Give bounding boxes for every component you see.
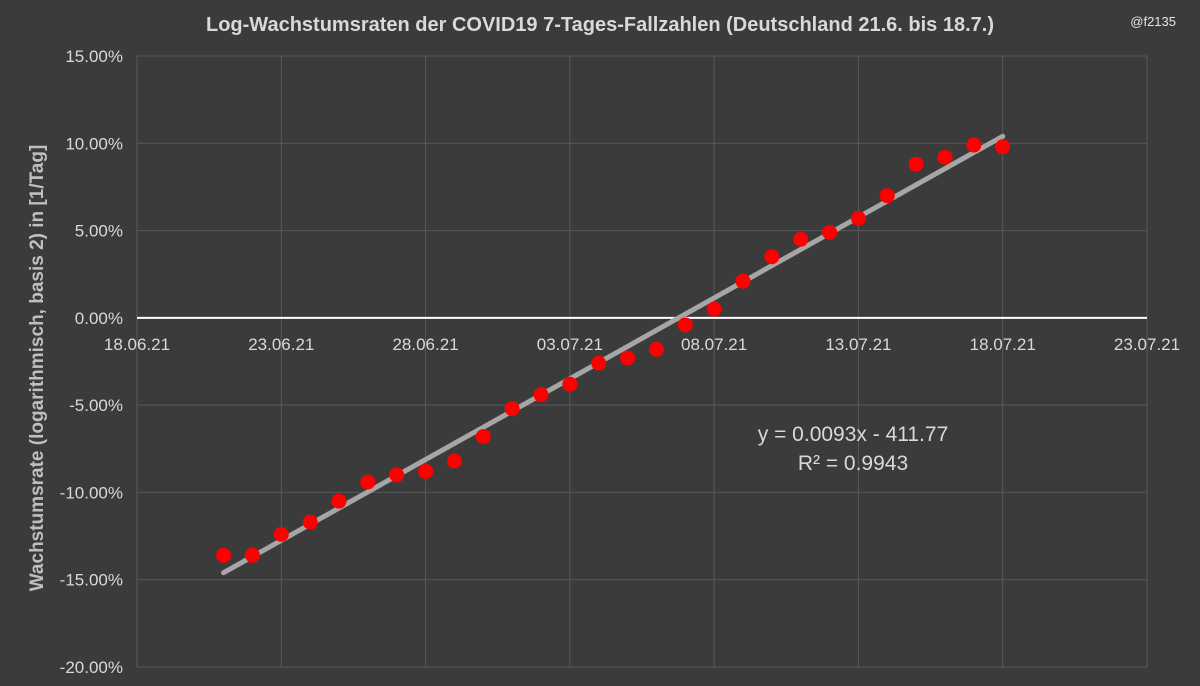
x-tick-label: 13.07.21 — [825, 335, 891, 354]
data-point — [446, 453, 462, 469]
x-tick-label: 28.06.21 — [392, 335, 458, 354]
data-point — [475, 429, 491, 445]
data-point — [562, 376, 578, 392]
x-tick-label: 18.06.21 — [104, 335, 170, 354]
y-tick-label: -20.00% — [60, 658, 123, 677]
trendline-r-squared: R² = 0.9943 — [798, 452, 908, 475]
data-point — [793, 231, 809, 247]
data-point — [908, 156, 924, 172]
y-tick-label: 0.00% — [75, 309, 123, 328]
data-point — [533, 387, 549, 403]
y-tick-label: 5.00% — [75, 222, 123, 241]
data-point — [620, 350, 636, 366]
data-point — [331, 493, 347, 509]
data-point — [389, 467, 405, 483]
data-point — [591, 355, 607, 371]
y-tick-label: -5.00% — [69, 396, 123, 415]
x-tick-label: 03.07.21 — [537, 335, 603, 354]
trendline — [221, 133, 1006, 576]
data-point — [735, 273, 751, 289]
x-tick-label: 23.06.21 — [248, 335, 314, 354]
trendline-layer — [221, 133, 1006, 576]
data-points — [216, 137, 1011, 563]
x-tick-label: 08.07.21 — [681, 335, 747, 354]
trendline-equation: y = 0.0093x - 411.77 — [758, 423, 949, 446]
data-point — [504, 401, 520, 417]
y-tick-labels: 15.00% 10.00% 5.00% 0.00% -5.00% -10.00% -15.0… — [60, 47, 123, 677]
y-axis-label: Wachstumsrate (logarithmisch, basis 2) i… — [27, 145, 48, 592]
data-point — [244, 547, 260, 563]
data-point — [995, 139, 1011, 155]
data-point — [302, 514, 318, 530]
data-point — [418, 463, 434, 479]
data-point — [937, 149, 953, 165]
x-tick-label: 18.07.21 — [970, 335, 1036, 354]
data-point — [879, 188, 895, 204]
data-point — [850, 210, 866, 226]
data-point — [822, 224, 838, 240]
data-point — [706, 301, 722, 317]
data-point — [216, 547, 232, 563]
x-tick-labels: 18.06.21 23.06.21 28.06.21 03.07.21 08.07.21… — [104, 335, 1180, 354]
chart-title: Log-Wachstumsraten der COVID19 7-Tages-F… — [206, 14, 994, 36]
y-tick-label: -15.00% — [60, 571, 123, 590]
data-point — [648, 341, 664, 357]
data-point — [677, 317, 693, 333]
x-tick-label: 23.07.21 — [1114, 335, 1180, 354]
data-point — [764, 249, 780, 265]
grid — [136, 55, 1148, 668]
data-point — [360, 474, 376, 490]
y-tick-label: 15.00% — [65, 47, 123, 66]
data-point — [966, 137, 982, 153]
y-tick-label: 10.00% — [65, 134, 123, 153]
data-point — [273, 526, 289, 542]
y-tick-label: -10.00% — [60, 483, 123, 502]
watermark: @f2135 — [1130, 14, 1176, 29]
